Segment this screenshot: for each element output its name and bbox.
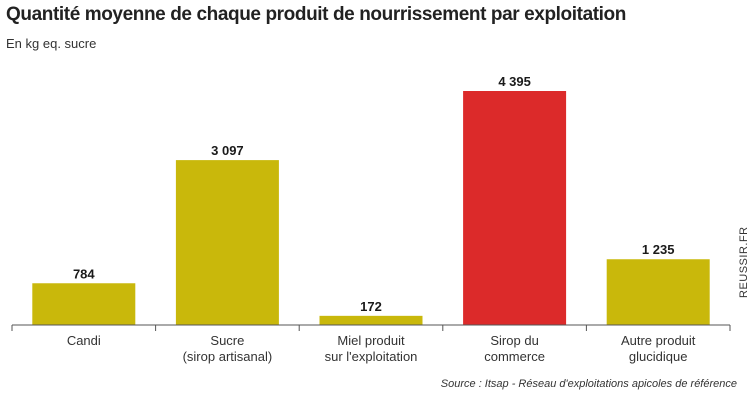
data-label: 784 [73,266,95,281]
bar [32,283,136,325]
x-tick-label: Sucre (sirop artisanal) [183,333,273,364]
x-tick-label: Autre produit glucidique [621,333,696,364]
x-tick-label: Miel produit sur l'exploitation [325,333,418,364]
bar [319,315,423,325]
bar [463,91,567,325]
data-label: 1 235 [642,242,675,257]
data-label: 3 097 [211,143,244,158]
bar [606,259,710,325]
site-credit: REUSSIR.FR [738,226,747,298]
bar [175,160,279,325]
chart-subtitle: En kg eq. sucre [6,36,97,51]
chart-title: Quantité moyenne de chaque produit de no… [6,4,626,25]
source-note: Source : Itsap - Réseau d'exploitations … [440,378,737,390]
x-tick-label: Candi [67,333,101,348]
x-tick-label: Sirop du commerce [484,333,545,364]
data-label: 172 [360,299,382,314]
data-label: 4 395 [498,74,531,89]
